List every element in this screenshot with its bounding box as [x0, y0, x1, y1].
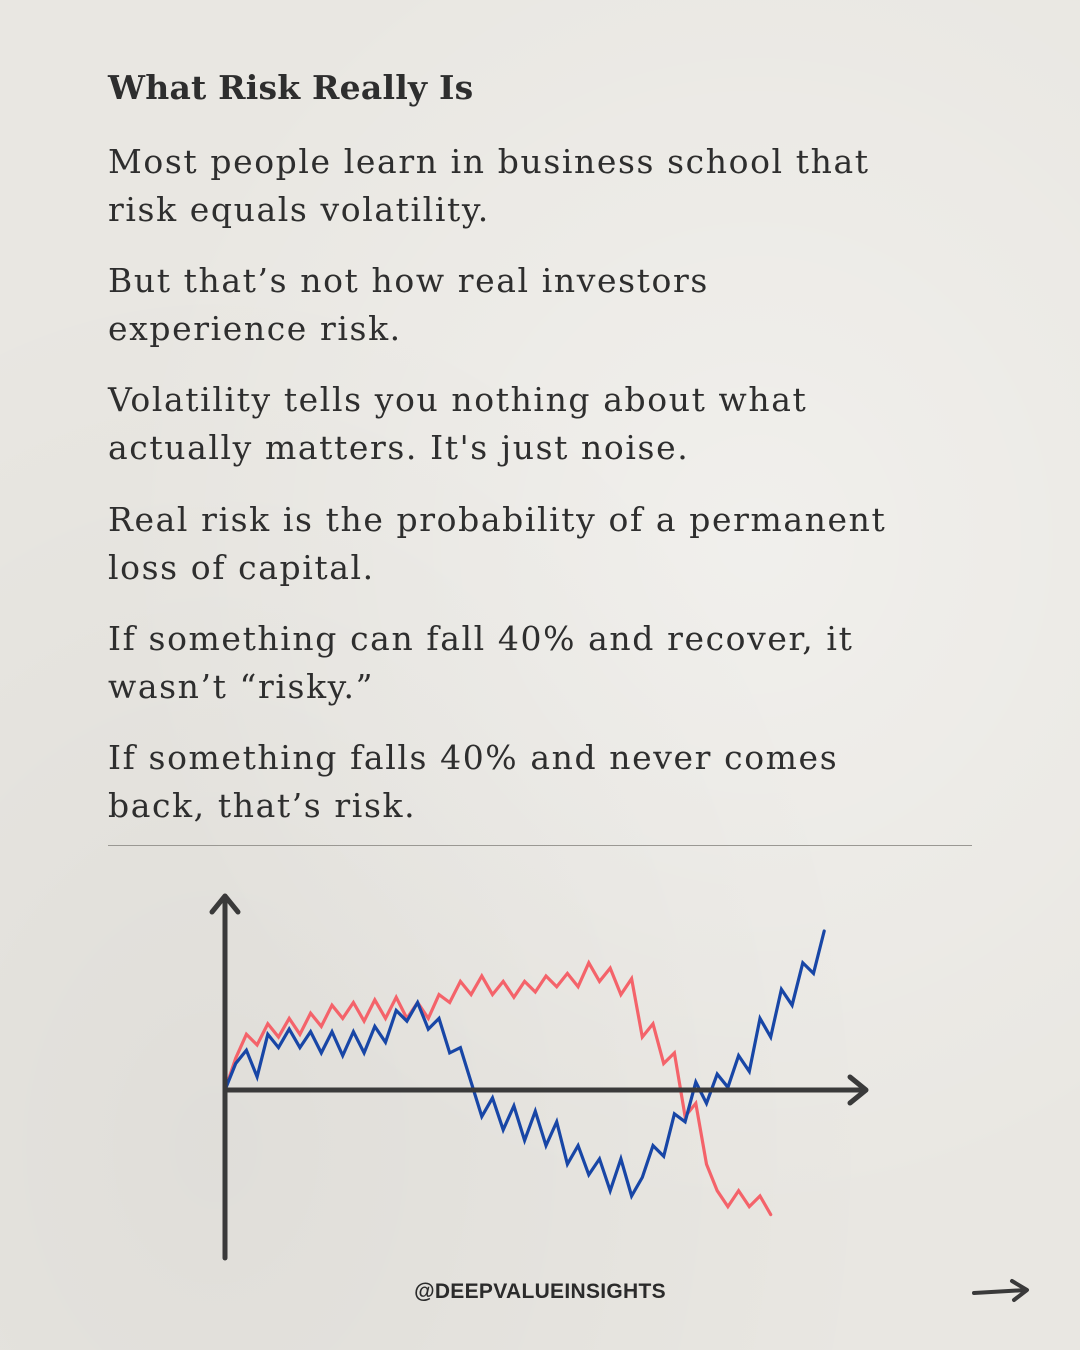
- account-handle: @DEEPVALUEINSIGHTS: [414, 1280, 666, 1303]
- paragraph-4: Real risk is the probability of a perman…: [108, 500, 887, 587]
- page-title: What Risk Really Is: [108, 68, 474, 107]
- paragraph-2: But that’s not how real investors experi…: [108, 261, 709, 348]
- line-chart: [209, 893, 869, 1261]
- paragraph-5: If something can fall 40% and recover, i…: [108, 619, 854, 706]
- series-layer: [223, 929, 826, 1217]
- series-line-2: [223, 929, 826, 1201]
- divider: [108, 845, 972, 846]
- x-axis-arrowhead: [847, 1074, 869, 1106]
- paragraph-6: If something falls 40% and never comes b…: [108, 738, 839, 825]
- arrow-right-icon[interactable]: [968, 1276, 1034, 1308]
- paragraph-3: Volatility tells you nothing about what …: [108, 380, 808, 467]
- y-axis-arrowhead: [209, 893, 241, 915]
- series-line-1: [223, 959, 773, 1217]
- paragraph-1: Most people learn in business school tha…: [108, 142, 870, 229]
